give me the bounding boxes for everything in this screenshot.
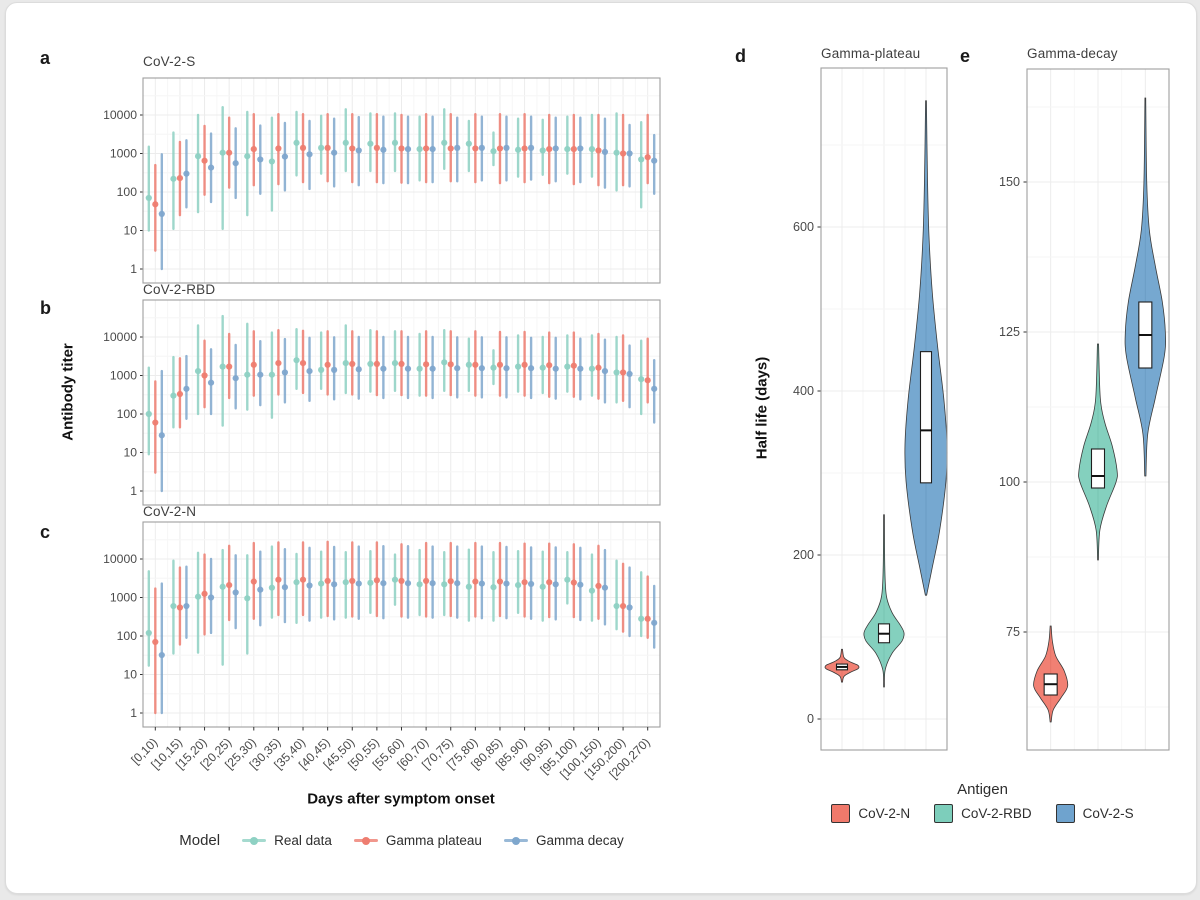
legend-item-label: Real data xyxy=(274,833,332,848)
antibody-titer-axis-label: Antibody titer xyxy=(59,343,77,441)
panel-b-plot: 1 10 100 1000 10000 xyxy=(103,299,661,506)
series-gamma-plateau xyxy=(152,112,651,252)
svg-text:10: 10 xyxy=(123,446,137,460)
panel-e-plot: 75 100 125 150 xyxy=(999,68,1170,751)
svg-text:100: 100 xyxy=(117,185,138,199)
svg-text:10: 10 xyxy=(123,668,137,682)
svg-text:10000: 10000 xyxy=(103,552,137,566)
legend-item-cov-2-n: CoV-2-N xyxy=(831,804,910,823)
color-swatch xyxy=(831,804,851,823)
panel-d-plot: 0 200 400 600 xyxy=(793,67,948,751)
svg-text:10000: 10000 xyxy=(103,108,137,122)
panel-e-title: Gamma-decay xyxy=(1027,46,1118,61)
panel-d-letter: d xyxy=(735,46,746,66)
violin-cov-2-n xyxy=(824,648,860,683)
panel-c-title: CoV-2-N xyxy=(143,504,197,519)
panel-c-plot: 110100100010000[0,10)[10,15)[15,20)[20,2… xyxy=(103,521,661,782)
svg-text:0: 0 xyxy=(807,712,814,726)
violin-cov-2-n xyxy=(1033,625,1069,723)
violin-cov-2-s xyxy=(1124,97,1167,477)
antigen-legend-title: Antigen xyxy=(957,781,1008,798)
legend-item-cov-2-s: CoV-2-S xyxy=(1055,804,1134,823)
days-axis-label: Days after symptom onset xyxy=(307,790,495,808)
svg-text:100: 100 xyxy=(999,475,1020,489)
legend-item-label: Gamma decay xyxy=(535,833,624,848)
series-gamma-decay xyxy=(158,545,658,715)
panel-a-title: CoV-2-S xyxy=(143,54,196,69)
svg-text:1000: 1000 xyxy=(110,147,137,161)
series-gamma-plateau xyxy=(152,329,651,474)
panel-a-letter: a xyxy=(40,48,51,68)
pointrange-icon xyxy=(353,836,378,846)
legend-item-label: CoV-2-S xyxy=(1082,806,1134,821)
series-real-data xyxy=(145,105,645,232)
panel-a-plot: 1 10 100 1000 10000 xyxy=(103,77,661,284)
svg-text:100: 100 xyxy=(117,407,138,421)
svg-text:200: 200 xyxy=(793,548,814,562)
svg-text:1: 1 xyxy=(130,706,137,720)
svg-text:1000: 1000 xyxy=(110,369,137,383)
svg-text:1: 1 xyxy=(130,484,137,498)
panel-b-letter: b xyxy=(40,298,51,318)
legend-item-label: Gamma plateau xyxy=(385,833,482,848)
violin-cov-2-rbd xyxy=(1078,343,1118,561)
violin-cov-2-rbd xyxy=(863,514,905,688)
series-gamma-decay xyxy=(158,335,658,493)
svg-text:1000: 1000 xyxy=(110,591,137,605)
legend-item-label: CoV-2-RBD xyxy=(961,806,1032,821)
color-swatch xyxy=(934,804,954,823)
panel-c-letter: c xyxy=(40,522,51,542)
pointrange-icon xyxy=(503,836,528,846)
series-real-data xyxy=(145,314,645,456)
legend-item-cov-2-rbd: CoV-2-RBD xyxy=(934,804,1032,823)
svg-text:10000: 10000 xyxy=(103,330,137,344)
svg-text:1: 1 xyxy=(130,262,137,276)
svg-text:150: 150 xyxy=(999,175,1020,189)
model-legend-title: Model xyxy=(179,832,221,849)
panel-e-letter: e xyxy=(960,46,971,66)
svg-text:400: 400 xyxy=(793,384,814,398)
panel-b-title: CoV-2-RBD xyxy=(143,282,216,297)
series-gamma-plateau xyxy=(152,540,651,715)
model-legend: Model Real data Gamma plateau Gamma deca… xyxy=(123,832,680,849)
antigen-legend: Antigen CoV-2-N CoV-2-RBD CoV-2-S xyxy=(785,781,1180,823)
panel-d-title: Gamma-plateau xyxy=(821,46,921,61)
half-life-axis-label: Half life (days) xyxy=(753,356,771,460)
legend-item-gamma-plateau: Gamma plateau xyxy=(353,833,482,848)
color-swatch xyxy=(1055,804,1075,823)
svg-text:100: 100 xyxy=(117,629,138,643)
violin-cov-2-s xyxy=(904,100,948,596)
svg-text:125: 125 xyxy=(999,325,1020,339)
legend-item-gamma-decay: Gamma decay xyxy=(503,833,624,848)
pointrange-icon xyxy=(242,836,267,846)
series-real-data xyxy=(145,545,645,667)
legend-item-real-data: Real data xyxy=(242,833,332,848)
series-gamma-decay xyxy=(158,115,658,271)
svg-text:10: 10 xyxy=(123,224,137,238)
legend-item-label: CoV-2-N xyxy=(858,806,911,821)
svg-text:600: 600 xyxy=(793,220,814,234)
svg-text:75: 75 xyxy=(1006,625,1020,639)
